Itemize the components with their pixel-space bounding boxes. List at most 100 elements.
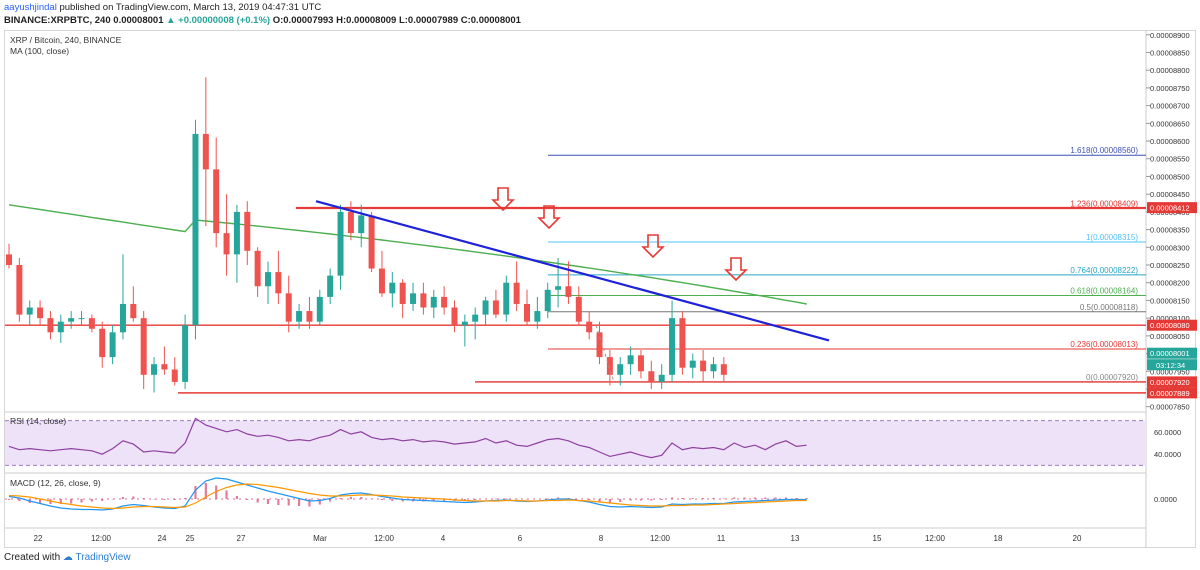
candle-body bbox=[26, 307, 33, 315]
price-tick-label: 0.00008200 bbox=[1150, 279, 1190, 288]
price-tick-label: 0.00008450 bbox=[1150, 190, 1190, 199]
candle-body bbox=[658, 374, 665, 382]
candle-body bbox=[244, 211, 251, 251]
candle bbox=[575, 286, 582, 326]
candle-body bbox=[327, 275, 334, 297]
candle-body bbox=[6, 254, 12, 266]
last-price-badge-bg bbox=[1147, 347, 1197, 359]
candle bbox=[99, 321, 106, 368]
candle bbox=[358, 204, 365, 248]
signal-line bbox=[8, 483, 807, 510]
candle bbox=[327, 268, 334, 304]
time-tick-label: 6 bbox=[518, 534, 523, 543]
fib-level-label: 0.236(0.00008013) bbox=[1070, 340, 1138, 349]
candle-body bbox=[472, 314, 479, 322]
candle bbox=[627, 346, 634, 375]
candle-body bbox=[503, 282, 510, 315]
candle bbox=[223, 194, 230, 276]
candle-body bbox=[47, 318, 54, 333]
candle-body bbox=[57, 321, 64, 333]
candle bbox=[420, 282, 427, 315]
rsi-tick-label: 40.0000 bbox=[1154, 450, 1181, 459]
candle-body bbox=[223, 233, 230, 255]
author-link[interactable]: aayushjindal bbox=[4, 2, 57, 13]
rsi-line bbox=[8, 417, 807, 459]
candle-body bbox=[368, 215, 375, 269]
candle-body bbox=[130, 303, 137, 319]
time-tick-label: 27 bbox=[237, 534, 246, 543]
candle bbox=[68, 311, 75, 329]
resistance-arrow-icon bbox=[491, 187, 515, 212]
price-tick-label: 0.00008600 bbox=[1150, 137, 1190, 146]
candle bbox=[669, 300, 676, 382]
candle bbox=[347, 201, 354, 241]
candle-body bbox=[482, 300, 489, 315]
candle bbox=[119, 254, 126, 340]
candle bbox=[472, 307, 479, 340]
macd-legend: MACD (12, 26, close, 9) bbox=[10, 478, 101, 488]
price-tick-label: 0.00008750 bbox=[1150, 84, 1190, 93]
rsi-band bbox=[5, 420, 1146, 466]
candle bbox=[710, 357, 717, 379]
candle bbox=[679, 311, 686, 375]
candle bbox=[296, 303, 303, 329]
level-price-badge: 0.00008080 bbox=[1150, 321, 1190, 330]
candle-body bbox=[544, 289, 551, 312]
candle-body bbox=[627, 355, 634, 365]
price-tick-label: 0.00008700 bbox=[1150, 102, 1190, 111]
candle-body bbox=[265, 272, 271, 287]
candle bbox=[306, 296, 313, 329]
candle bbox=[161, 346, 168, 375]
candle bbox=[171, 357, 178, 386]
candle bbox=[213, 137, 220, 248]
level-price-badge-bg bbox=[1147, 319, 1197, 331]
time-tick-label: 20 bbox=[1073, 534, 1082, 543]
candle bbox=[648, 360, 655, 389]
tradingview-brand[interactable]: TradingView bbox=[75, 552, 131, 563]
last-price-badge: 0.00008001 bbox=[1150, 349, 1190, 358]
candle-body bbox=[410, 293, 417, 304]
candle-body bbox=[119, 303, 126, 333]
candle-body bbox=[430, 296, 437, 308]
candle bbox=[16, 257, 23, 322]
candle bbox=[658, 364, 665, 389]
time-tick-label: Mar bbox=[313, 534, 327, 543]
price-tick-label: 0.00008550 bbox=[1150, 155, 1190, 164]
price-tick-label: 0.00008500 bbox=[1150, 172, 1190, 181]
candle-body bbox=[399, 282, 406, 304]
time-tick-label: 8 bbox=[599, 534, 604, 543]
candle bbox=[389, 272, 396, 308]
candle-body bbox=[596, 332, 603, 358]
fib-anchor-line bbox=[595, 325, 615, 383]
candle bbox=[37, 300, 44, 326]
candle-body bbox=[171, 369, 178, 382]
candle bbox=[202, 77, 209, 227]
candle bbox=[586, 311, 593, 340]
candle-body bbox=[720, 364, 727, 375]
candle bbox=[700, 350, 707, 382]
level-price-badge: 0.00007889 bbox=[1150, 389, 1190, 398]
time-tick-label: 22 bbox=[34, 534, 43, 543]
price-change: ▲ +0.00000008 (+0.1%) bbox=[166, 15, 271, 26]
candle bbox=[461, 314, 468, 347]
fib-level-label: 0.5(0.00008118) bbox=[1080, 303, 1138, 312]
candle bbox=[720, 357, 727, 382]
candle bbox=[275, 250, 282, 304]
chart-frame bbox=[4, 30, 1196, 548]
candle bbox=[565, 261, 572, 304]
candle bbox=[233, 204, 240, 283]
resistance-arrow-icon bbox=[537, 205, 561, 230]
candle-body bbox=[254, 250, 261, 287]
candle bbox=[378, 250, 385, 297]
candle bbox=[534, 296, 541, 329]
candle-body bbox=[285, 293, 292, 322]
time-tick-label: 13 bbox=[791, 534, 800, 543]
candle bbox=[368, 211, 375, 273]
candle-body bbox=[420, 293, 427, 308]
level-price-badge-bg bbox=[1147, 202, 1197, 214]
candle bbox=[596, 321, 603, 365]
ohlc-values: O:0.00007993 H:0.00008009 L:0.00007989 C… bbox=[272, 15, 521, 26]
price-tick-label: 0.00008150 bbox=[1150, 296, 1190, 305]
candle bbox=[492, 289, 499, 319]
